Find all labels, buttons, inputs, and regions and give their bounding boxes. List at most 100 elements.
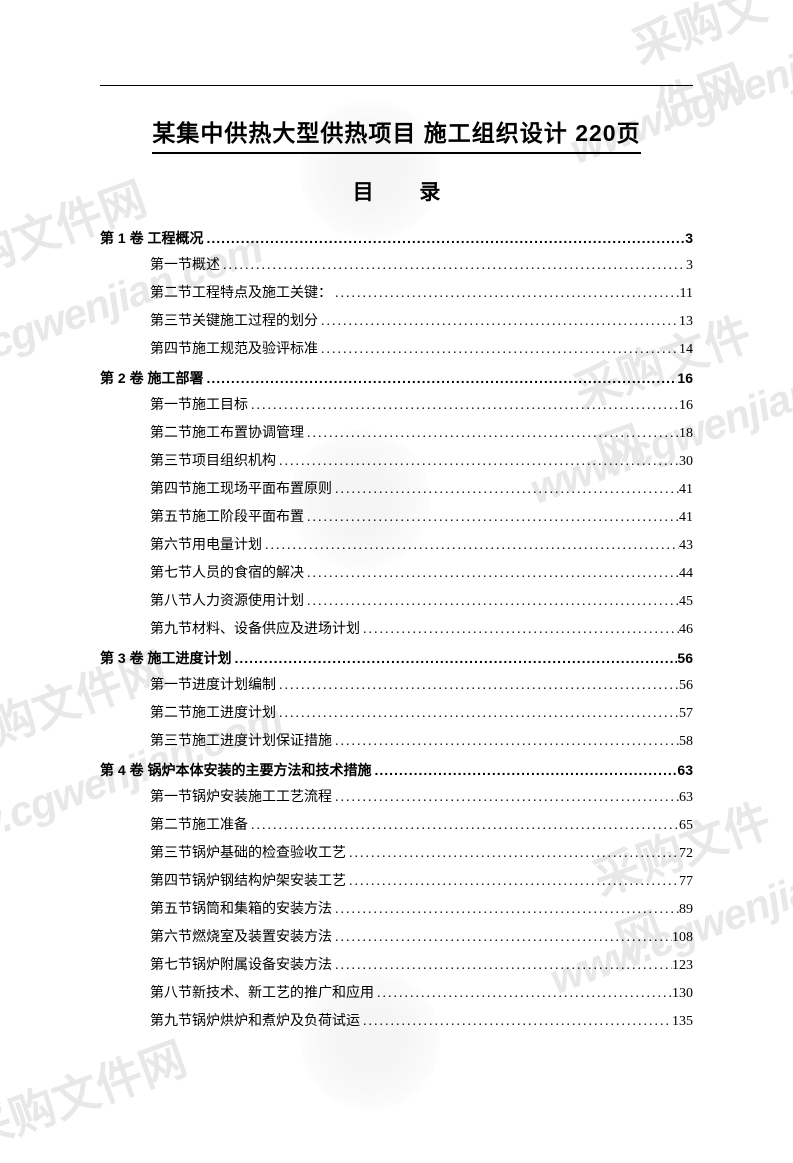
toc-section-line: 第八节人力资源使用计划 45 [100, 588, 693, 616]
toc-label: 第八节新技术、新工艺的推广和应用 [150, 980, 374, 1008]
toc-label: 第三节关键施工过程的划分 [150, 308, 318, 336]
toc-label: 第七节人员的食宿的解决 [150, 560, 304, 588]
toc-page-number: 44 [679, 560, 693, 588]
toc-page-number: 57 [679, 700, 693, 728]
toc-dots [318, 308, 679, 336]
toc-page-number: 46 [679, 616, 693, 644]
toc-dots [276, 672, 679, 700]
toc-label: 第 3 卷 施工进度计划 [100, 644, 231, 672]
toc-label: 第一节锅炉安装施工工艺流程 [150, 784, 332, 812]
toc-dots [360, 1008, 672, 1036]
toc-section-line: 第六节燃烧室及装置安装方法 108 [100, 924, 693, 952]
toc-label: 第三节锅炉基础的检查验收工艺 [150, 840, 346, 868]
toc-label: 第三节施工进度计划保证措施 [150, 728, 332, 756]
toc-dots [304, 504, 679, 532]
toc-section-line: 第一节进度计划编制 56 [100, 672, 693, 700]
document-title: 某集中供热大型供热项目 施工组织设计 220页 [152, 114, 640, 154]
toc-section-line: 第四节施工现场平面布置原则41 [100, 476, 693, 504]
toc-page-number: 89 [679, 896, 693, 924]
toc-page-number: 11 [680, 280, 693, 308]
toc-section-line: 第八节新技术、新工艺的推广和应用 130 [100, 980, 693, 1008]
toc-section-line: 第四节锅炉钢结构炉架安装工艺 77 [100, 868, 693, 896]
toc-section-line: 第五节施工阶段平面布置41 [100, 504, 693, 532]
toc-container: 第 1 卷 工程概况3第一节概述3第二节工程特点及施工关键：11第三节关键施工过… [100, 224, 693, 1036]
toc-page-number: 123 [672, 952, 693, 980]
toc-page-number: 58 [679, 728, 693, 756]
toc-page-number: 41 [679, 504, 693, 532]
toc-page-number: 135 [672, 1008, 693, 1036]
toc-section-line: 第五节锅筒和集箱的安装方法 89 [100, 896, 693, 924]
toc-section-line: 第三节锅炉基础的检查验收工艺72 [100, 840, 693, 868]
toc-section-line: 第四节施工规范及验评标准 14 [100, 336, 693, 364]
toc-dots [332, 476, 679, 504]
toc-dots [220, 252, 686, 280]
toc-page-number: 3 [685, 224, 693, 252]
toc-section-line: 第二节施工布置协调管理 18 [100, 420, 693, 448]
toc-dots [304, 560, 679, 588]
top-divider [100, 85, 693, 86]
toc-page-number: 3 [686, 252, 693, 280]
toc-dots [304, 420, 679, 448]
toc-label: 第六节燃烧室及装置安装方法 [150, 924, 332, 952]
toc-section-line: 第一节锅炉安装施工工艺流程 63 [100, 784, 693, 812]
toc-label: 第五节锅筒和集箱的安装方法 [150, 896, 332, 924]
page-content: 某集中供热大型供热项目 施工组织设计 220页 目 录 第 1 卷 工程概况3第… [0, 0, 793, 1096]
toc-label: 第二节施工进度计划 [150, 700, 276, 728]
toc-section-line: 第二节工程特点及施工关键： 11 [100, 280, 693, 308]
toc-label: 第四节施工现场平面布置原则 [150, 476, 332, 504]
toc-dots [203, 224, 685, 252]
toc-label: 第四节锅炉钢结构炉架安装工艺 [150, 868, 346, 896]
toc-page-number: 63 [679, 784, 693, 812]
toc-dots [231, 644, 677, 672]
toc-dots [304, 588, 679, 616]
toc-label: 第三节项目组织机构 [150, 448, 276, 476]
toc-label: 第 1 卷 工程概况 [100, 224, 203, 252]
toc-chapter-line: 第 1 卷 工程概况 3 [100, 224, 693, 252]
toc-label: 第二节工程特点及施工关键： [150, 280, 332, 308]
toc-dots [374, 980, 672, 1008]
toc-label: 第一节概述 [150, 252, 220, 280]
toc-label: 第二节施工准备 [150, 812, 248, 840]
toc-label: 第七节锅炉附属设备安装方法 [150, 952, 332, 980]
toc-page-number: 16 [677, 364, 693, 392]
toc-section-line: 第一节施工目标 16 [100, 392, 693, 420]
toc-dots [332, 952, 672, 980]
toc-page-number: 77 [679, 868, 693, 896]
toc-section-line: 第三节项目组织机构 30 [100, 448, 693, 476]
toc-chapter-line: 第 4 卷 锅炉本体安装的主要方法和技术措施63 [100, 756, 693, 784]
toc-section-line: 第三节关键施工过程的划分13 [100, 308, 693, 336]
toc-page-number: 14 [679, 336, 693, 364]
toc-label: 第一节施工目标 [150, 392, 248, 420]
toc-label: 第二节施工布置协调管理 [150, 420, 304, 448]
toc-page-number: 108 [672, 924, 693, 952]
toc-section-line: 第七节人员的食宿的解决 44 [100, 560, 693, 588]
toc-label: 第一节进度计划编制 [150, 672, 276, 700]
toc-label: 第六节用电量计划 [150, 532, 262, 560]
toc-dots [248, 392, 679, 420]
toc-page-number: 56 [679, 672, 693, 700]
toc-dots [346, 868, 679, 896]
toc-heading: 目 录 [100, 176, 693, 206]
toc-label: 第 2 卷 施工部署 [100, 364, 203, 392]
toc-dots [332, 896, 679, 924]
toc-page-number: 18 [679, 420, 693, 448]
toc-dots [318, 336, 679, 364]
toc-dots [360, 616, 679, 644]
toc-page-number: 30 [679, 448, 693, 476]
toc-page-number: 63 [677, 756, 693, 784]
toc-dots [346, 840, 679, 868]
toc-page-number: 130 [672, 980, 693, 1008]
toc-section-line: 第七节锅炉附属设备安装方法 123 [100, 952, 693, 980]
toc-dots [332, 924, 672, 952]
toc-label: 第八节人力资源使用计划 [150, 588, 304, 616]
toc-page-number: 16 [679, 392, 693, 420]
toc-label: 第四节施工规范及验评标准 [150, 336, 318, 364]
toc-dots [332, 280, 680, 308]
toc-page-number: 45 [679, 588, 693, 616]
toc-chapter-line: 第 2 卷 施工部署 16 [100, 364, 693, 392]
toc-page-number: 43 [679, 532, 693, 560]
toc-dots [332, 728, 679, 756]
toc-section-line: 第二节施工进度计划 57 [100, 700, 693, 728]
toc-dots [248, 812, 679, 840]
toc-dots [203, 364, 677, 392]
